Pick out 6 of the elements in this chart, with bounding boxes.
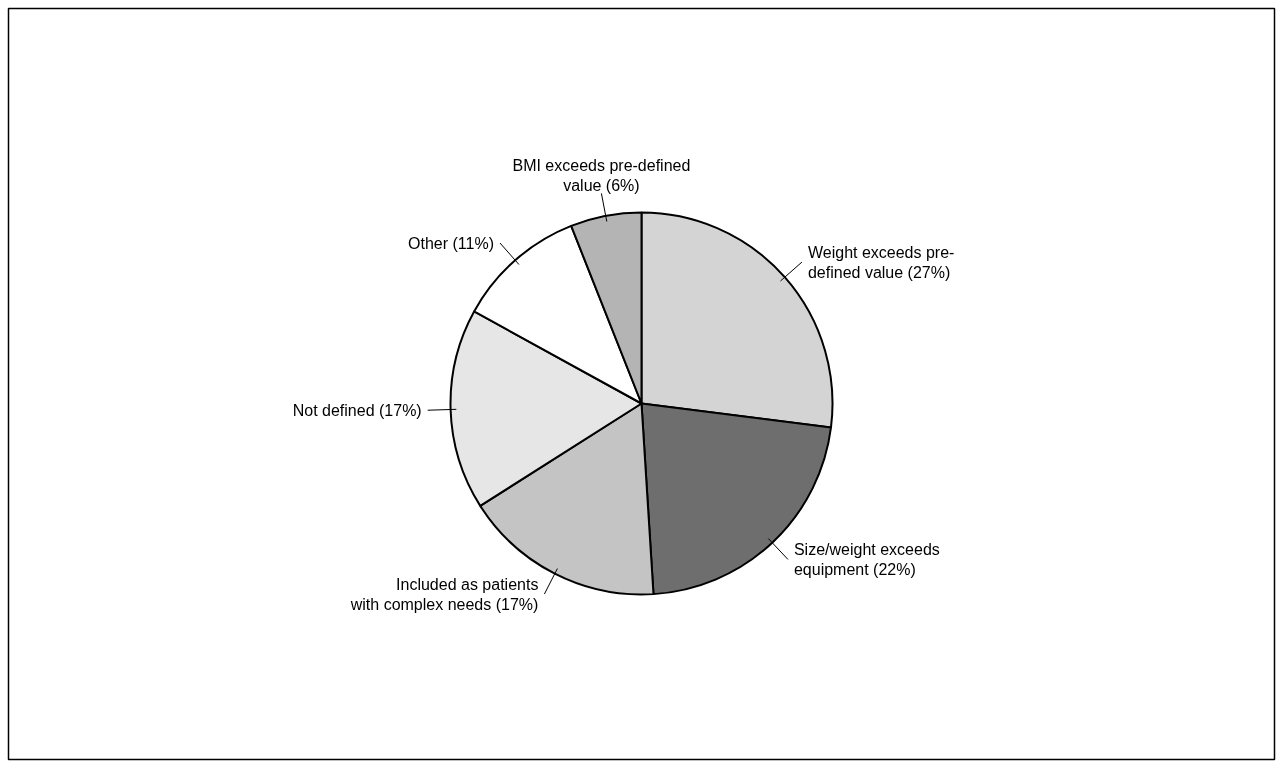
slice-label: Weight exceeds pre-defined value (27%) <box>807 243 955 281</box>
slice-label: BMI exceeds pre-defined value (6%) <box>512 156 691 194</box>
slice-label: Not defined (17%) <box>292 401 422 419</box>
slice-label: Included as patients with complex needs (17%) <box>349 575 539 613</box>
slice-label: Other (11%) <box>408 234 495 252</box>
slice-label: Size/weight exceeds equipment (22%) <box>793 540 940 578</box>
